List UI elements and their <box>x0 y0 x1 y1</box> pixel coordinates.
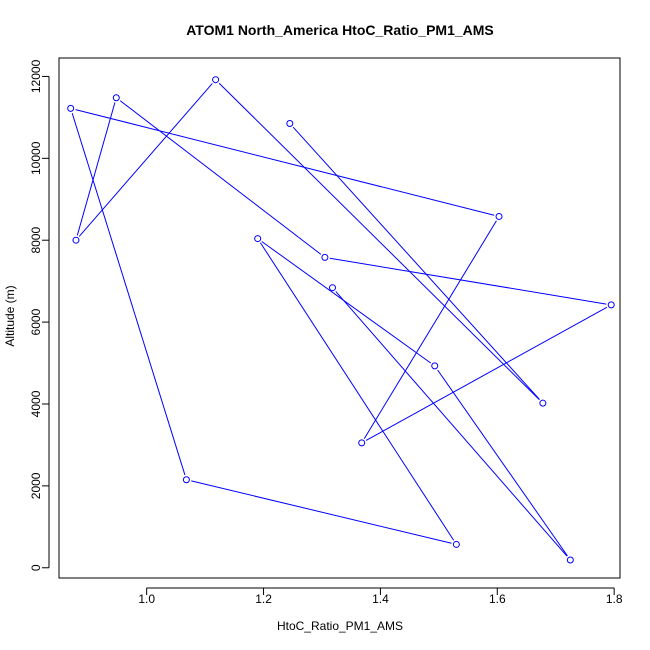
x-tick-label: 1.6 <box>489 592 506 606</box>
y-tick-label: 10000 <box>29 141 43 175</box>
y-tick-label: 12000 <box>29 59 43 93</box>
data-point <box>182 476 190 484</box>
y-tick-label: 2000 <box>29 472 43 499</box>
y-tick-label: 4000 <box>29 390 43 417</box>
x-tick-label: 1.8 <box>606 592 623 606</box>
series-segment <box>335 291 568 557</box>
series-segment <box>75 109 495 216</box>
series-segment <box>259 242 455 541</box>
data-point <box>67 104 75 112</box>
data-point <box>495 212 503 220</box>
series-segment <box>329 257 607 305</box>
data-point <box>72 236 80 244</box>
data-point <box>328 284 336 292</box>
series-layer <box>67 76 615 564</box>
y-axis-label: Altitude (m) <box>3 285 17 346</box>
data-point <box>566 556 574 564</box>
data-point <box>321 253 329 261</box>
data-point <box>539 399 547 407</box>
data-point <box>607 301 615 309</box>
data-point <box>254 235 262 243</box>
series-segment <box>218 82 540 401</box>
x-axis-label: HtoC_Ratio_PM1_AMS <box>277 619 403 633</box>
data-point <box>286 120 294 128</box>
x-axis: 1.0 1.2 1.4 1.6 1.8 <box>138 587 623 606</box>
series-segment <box>261 241 431 364</box>
series-segment <box>76 102 116 236</box>
series-segment <box>191 480 452 544</box>
series-segment <box>78 83 213 237</box>
series-segment <box>365 306 608 441</box>
y-tick-label: 0 <box>29 564 43 571</box>
series-segment <box>437 369 568 557</box>
x-tick-label: 1.2 <box>255 592 272 606</box>
y-axis: 0 2000 4000 6000 8000 10000 12000 <box>29 59 50 571</box>
chart-title: ATOM1 North_America HtoC_Ratio_PM1_AMS <box>186 22 494 38</box>
y-tick-label: 6000 <box>29 308 43 335</box>
series-segment <box>363 220 497 439</box>
plot-frame <box>58 57 621 579</box>
data-point <box>212 76 220 84</box>
x-tick-label: 1.0 <box>138 592 155 606</box>
series-segment <box>119 100 322 255</box>
series-segment <box>292 126 540 400</box>
data-point <box>452 540 460 548</box>
x-tick-label: 1.4 <box>372 592 389 606</box>
data-point <box>112 94 120 102</box>
data-point <box>431 362 439 370</box>
series-segment <box>71 112 186 476</box>
data-point <box>358 439 366 447</box>
y-tick-label: 8000 <box>29 227 43 254</box>
